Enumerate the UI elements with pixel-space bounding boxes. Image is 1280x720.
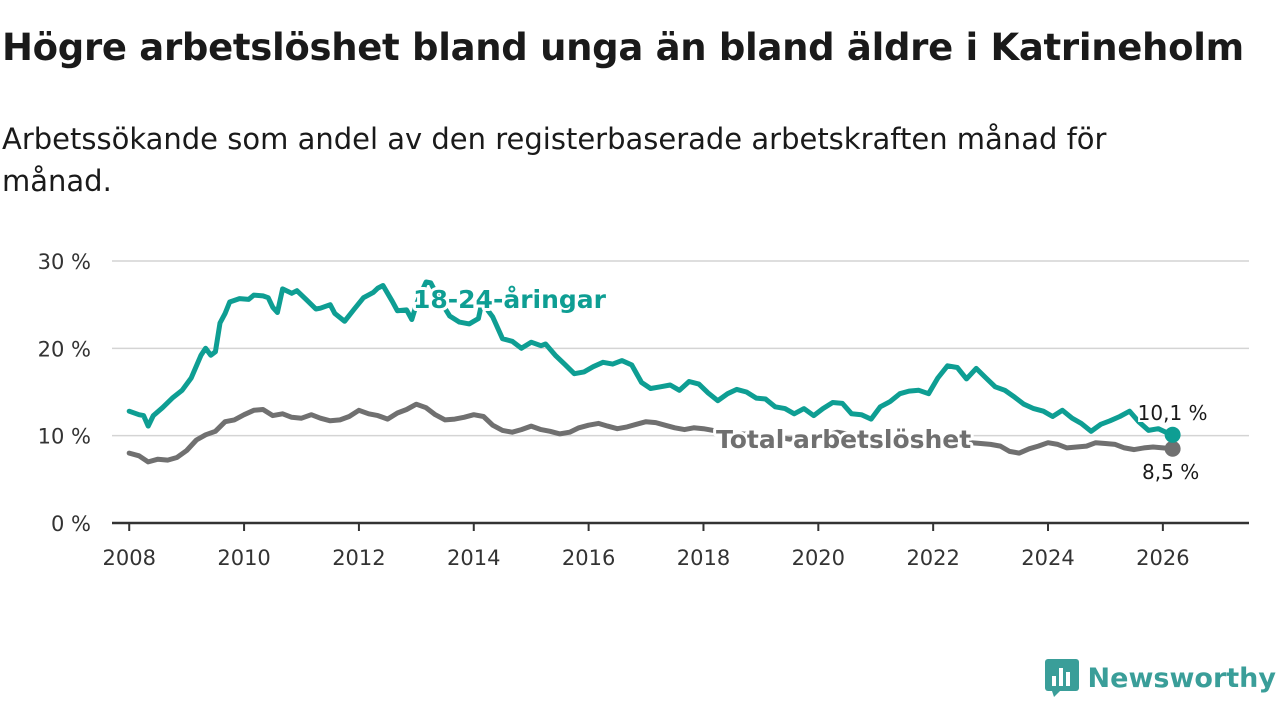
x-tick-label: 2024 (1021, 546, 1074, 570)
gridlines: 0 % 10 % 20 % 30 % (38, 250, 1249, 536)
brand-logo: Newsworthy (1044, 658, 1276, 698)
x-tick-label: 2016 (562, 546, 615, 570)
end-value-label-youth: 10,1 % (1138, 401, 1208, 425)
chart-title: Högre arbetslöshet bland unga än bland ä… (2, 26, 1244, 69)
x-tick-label: 2022 (906, 546, 959, 570)
series-end-marker (1164, 426, 1181, 443)
series-label-youth: 18-24-åringar (413, 285, 607, 314)
series-line (126, 279, 1176, 438)
y-tick-label: 10 % (38, 425, 91, 449)
x-tick-label: 2020 (792, 546, 845, 570)
y-tick-label: 0 % (51, 512, 91, 536)
y-tick-label: 30 % (38, 250, 91, 274)
x-tick-label: 2026 (1136, 546, 1189, 570)
chart-subtitle: Arbetssökande som andel av den registerb… (2, 122, 1107, 198)
y-tick-label: 20 % (38, 337, 91, 361)
series-labels: 18-24-åringar Total arbetslöshet 10,1 % 8,5… (410, 282, 1210, 486)
x-tick-label: 2008 (103, 546, 156, 570)
series-label-total: Total arbetslöshet (716, 425, 971, 454)
brand-name: Newsworthy (1087, 662, 1276, 694)
series-lines (126, 279, 1181, 465)
series-line (126, 401, 1176, 465)
newsworthy-logo-icon (1044, 659, 1079, 697)
x-tick-label: 2012 (332, 546, 385, 570)
x-tick-label: 2014 (447, 546, 500, 570)
series-end-marker (1164, 440, 1181, 457)
end-value-label-total: 8,5 % (1142, 460, 1199, 484)
x-axis: 2008 2010 2012 2014 2016 2018 2020 2022 2024 2026 (103, 521, 1249, 570)
x-tick-label: 2010 (217, 546, 270, 570)
x-tick-label: 2018 (677, 546, 730, 570)
